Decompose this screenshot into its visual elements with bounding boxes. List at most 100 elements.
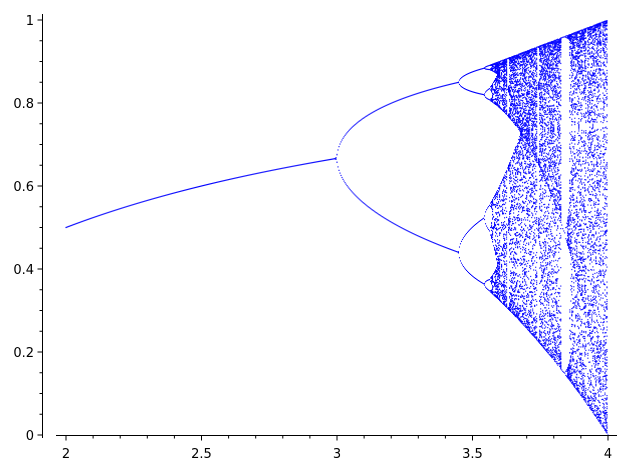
data-point — [506, 306, 508, 308]
data-point — [517, 84, 519, 87]
data-point — [532, 125, 534, 127]
data-point — [181, 190, 183, 192]
data-point — [515, 86, 517, 88]
data-point — [291, 165, 293, 168]
data-point — [524, 298, 526, 300]
data-point — [515, 315, 517, 317]
data-point — [517, 312, 519, 314]
data-point — [199, 185, 201, 187]
data-point — [494, 284, 496, 286]
data-point — [168, 193, 170, 195]
data-point — [505, 212, 507, 215]
data-point — [532, 334, 534, 336]
data-point — [517, 146, 519, 149]
data-point — [390, 221, 392, 223]
data-point — [534, 115, 536, 117]
data-point — [358, 120, 360, 122]
data-point — [528, 185, 530, 188]
data-point — [492, 292, 494, 294]
data-point — [535, 287, 537, 289]
data-point — [141, 201, 143, 203]
data-point — [486, 65, 488, 68]
data-point — [529, 93, 531, 95]
data-point — [433, 242, 435, 244]
data-point — [492, 97, 494, 99]
data-point — [534, 156, 536, 158]
data-point — [540, 59, 542, 61]
data-point — [517, 123, 519, 125]
data-point — [539, 150, 541, 152]
data-point — [520, 320, 522, 323]
data-point — [536, 53, 538, 55]
data-point — [534, 88, 536, 90]
data-point — [495, 85, 497, 87]
data-point — [532, 213, 534, 215]
data-point — [503, 190, 505, 192]
data-point — [532, 329, 534, 331]
data-point — [511, 79, 513, 81]
data-point — [511, 204, 513, 206]
data-point — [511, 304, 513, 306]
data-point — [495, 66, 497, 69]
data-point — [523, 316, 525, 318]
data-point — [502, 209, 504, 211]
data-point — [502, 296, 504, 298]
data-point — [522, 166, 524, 168]
data-point — [269, 170, 271, 172]
data-point — [532, 291, 534, 294]
data-point — [517, 161, 519, 163]
data-point — [539, 108, 541, 111]
data-point — [514, 59, 516, 61]
data-point — [527, 60, 529, 62]
data-point — [407, 230, 409, 232]
data-point — [536, 85, 538, 87]
data-point — [512, 165, 514, 167]
data-point — [495, 92, 497, 94]
data-point — [536, 129, 538, 131]
data-point — [422, 91, 424, 93]
data-point — [508, 90, 510, 92]
data-point — [245, 175, 247, 177]
data-point — [503, 62, 505, 65]
data-point — [523, 308, 525, 310]
data-point — [540, 113, 542, 115]
data-point — [526, 232, 528, 234]
data-point — [534, 217, 536, 219]
data-point — [499, 288, 501, 291]
data-point — [534, 62, 536, 64]
data-point — [514, 57, 516, 59]
data-point — [514, 185, 516, 188]
data-point — [493, 291, 495, 293]
data-point — [519, 208, 521, 210]
data-point — [492, 198, 494, 201]
data-point — [499, 105, 501, 108]
data-point — [138, 202, 140, 204]
data-point — [514, 118, 516, 120]
data-point — [533, 69, 535, 72]
data-point — [532, 59, 534, 62]
data-point — [498, 73, 500, 75]
data-point — [533, 152, 535, 154]
data-point — [517, 152, 519, 154]
data-point — [500, 69, 502, 71]
data-point — [348, 129, 350, 132]
data-point — [508, 227, 510, 229]
data-point — [450, 249, 452, 251]
data-point — [460, 240, 462, 243]
data-point — [527, 293, 529, 296]
data-point — [538, 158, 540, 160]
data-point — [522, 52, 524, 54]
data-point — [531, 173, 533, 175]
data-point — [526, 315, 528, 317]
data-point — [494, 239, 496, 241]
data-point — [388, 103, 390, 105]
data-point — [477, 279, 479, 281]
data-point — [497, 284, 499, 286]
data-point — [509, 100, 511, 102]
data-point — [523, 53, 525, 55]
data-point — [442, 246, 444, 248]
data-point — [501, 199, 503, 201]
data-point — [516, 217, 518, 219]
data-point — [533, 163, 535, 165]
data-point — [496, 191, 498, 193]
